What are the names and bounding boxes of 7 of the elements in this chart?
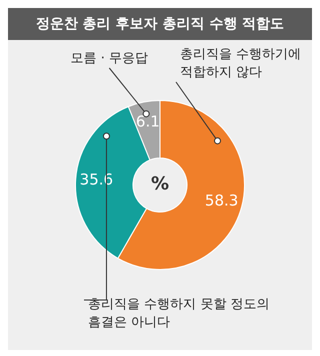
data-label: 35.6 xyxy=(80,170,114,188)
data-label: 58.3 xyxy=(204,191,238,210)
text: % xyxy=(150,174,170,195)
data-label: 6.1 xyxy=(136,112,160,130)
chart-title: 정운찬 총리 후보자 총리직 수행 적합도 xyxy=(8,8,312,40)
slice-label: 모름 · 무응답 xyxy=(70,51,148,66)
slice-label: 총리직을 수행하기에 적합하지 않다 xyxy=(180,47,302,80)
